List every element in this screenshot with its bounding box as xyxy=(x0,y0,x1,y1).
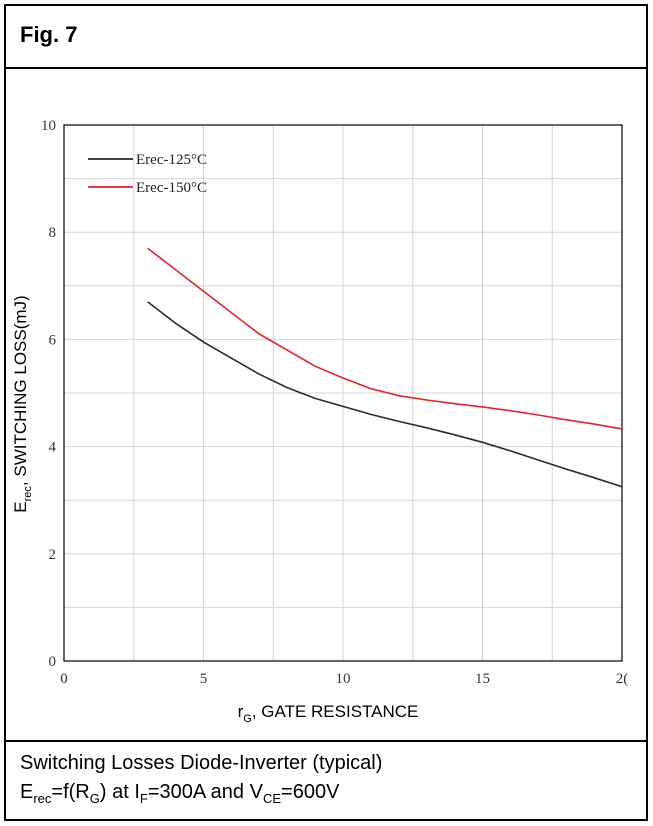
x-tick-label: 5 xyxy=(200,671,208,687)
x-axis-label: rG, GATE RESISTANCE xyxy=(238,702,419,725)
chart: 0 5 10 15 2( 0 2 4 6 8 10 Erec-125°C Erec-150°C rG,… xyxy=(11,118,628,725)
x-tick-label: 0 xyxy=(60,671,68,687)
y-tick-label: 6 xyxy=(49,332,57,348)
figure-frame: Fig. 7 0 5 10 15 2( 0 2 4 6 8 10 Erec-125°C Erec-15… xyxy=(4,4,648,821)
x-tick-label: 15 xyxy=(475,671,490,687)
tick-labels: 0 5 10 15 2( 0 2 4 6 8 10 xyxy=(41,118,628,687)
series-group xyxy=(147,247,623,488)
y-axis-label: Erec, SWITCHING LOSS(mJ) xyxy=(11,295,34,512)
caption-line-1: Switching Losses Diode-Inverter (typical… xyxy=(20,752,383,774)
figure-caption: Switching Losses Diode-Inverter (typical… xyxy=(6,740,646,819)
series-line xyxy=(147,301,623,488)
y-tick-label: 10 xyxy=(41,118,56,134)
y-tick-label: 0 xyxy=(49,654,57,670)
legend-label: Erec-125°C xyxy=(136,152,207,168)
caption-line-2: Erec=f(RG) at IF=300A and VCE=600V xyxy=(20,781,340,806)
y-tick-label: 4 xyxy=(49,440,57,456)
grid xyxy=(64,125,622,661)
legend-label: Erec-150°C xyxy=(136,180,207,196)
figure-title: Fig. 7 xyxy=(20,22,78,47)
figure-header: Fig. 7 xyxy=(6,6,646,69)
y-tick-label: 2 xyxy=(49,547,57,563)
x-tick-label: 2( xyxy=(616,671,629,687)
legend: Erec-125°C Erec-150°C xyxy=(88,152,207,196)
x-tick-label: 10 xyxy=(336,671,351,687)
y-tick-label: 8 xyxy=(49,225,57,241)
plot-area xyxy=(63,124,623,662)
series-line xyxy=(147,247,623,430)
